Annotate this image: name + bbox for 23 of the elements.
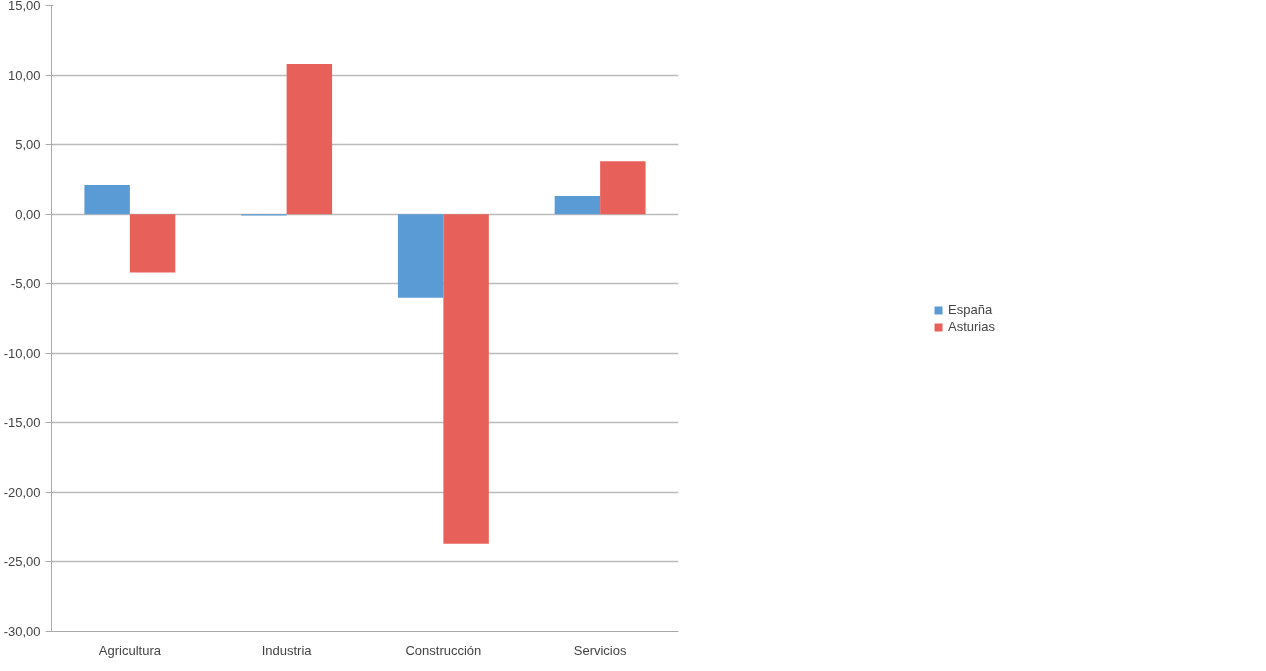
x-tick-label: Agricultura — [98, 642, 162, 658]
y-tick-label: -25,00 — [3, 554, 41, 570]
y-tick-label: -5,00 — [10, 276, 41, 292]
y-tick-label: -30,00 — [3, 624, 41, 639]
bar — [84, 184, 130, 215]
legend-label: Asturias — [948, 319, 995, 334]
y-tick-label: 15,00 — [7, 0, 41, 13]
bar — [554, 196, 601, 215]
y-tick-label: -10,00 — [3, 345, 41, 361]
bar — [397, 214, 444, 298]
x-tick-label: Construcción — [405, 642, 482, 658]
x-tick-label: Servicios — [573, 642, 627, 658]
legend-label: España — [948, 302, 993, 317]
y-tick-label: 5,00 — [15, 137, 41, 153]
y-tick-label: -20,00 — [3, 484, 41, 500]
bar — [129, 214, 176, 273]
x-tick-label: Industria — [261, 642, 313, 658]
y-tick-label: -15,00 — [3, 415, 41, 431]
y-tick-label: 10,00 — [7, 67, 41, 83]
bar — [600, 161, 646, 215]
y-tick-label: 0,00 — [15, 206, 41, 222]
bar — [443, 214, 489, 544]
bar — [286, 63, 333, 215]
